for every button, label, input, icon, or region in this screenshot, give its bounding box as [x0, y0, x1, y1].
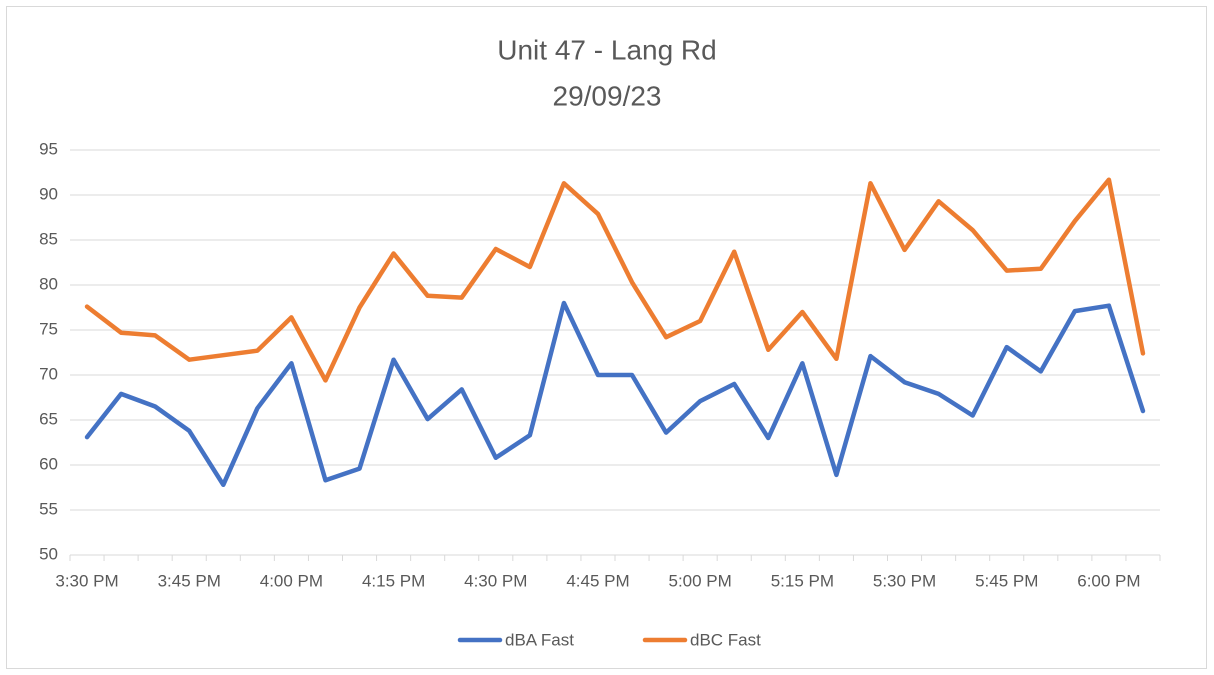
x-tick-label: 5:30 PM [873, 571, 936, 590]
y-tick-label: 75 [39, 319, 58, 338]
legend-label: dBC Fast [690, 630, 761, 649]
y-tick-label: 95 [39, 139, 58, 158]
x-tick-label: 3:30 PM [55, 571, 118, 590]
x-tick-label: 6:00 PM [1077, 571, 1140, 590]
y-tick-label: 70 [39, 364, 58, 383]
y-tick-label: 85 [39, 229, 58, 248]
x-tick-label: 4:30 PM [464, 571, 527, 590]
y-tick-label: 60 [39, 454, 58, 473]
chart-title: Unit 47 - Lang Rd [497, 34, 716, 65]
y-tick-label: 50 [39, 544, 58, 563]
line-series [84, 177, 1146, 383]
x-tick-label: 5:45 PM [975, 571, 1038, 590]
line-series [84, 300, 1146, 488]
y-tick-label: 55 [39, 499, 58, 518]
y-tick-label: 80 [39, 274, 58, 293]
y-tick-label: 90 [39, 184, 58, 203]
y-tick-label: 65 [39, 409, 58, 428]
x-tick-label: 5:15 PM [771, 571, 834, 590]
x-tick-label: 3:45 PM [158, 571, 221, 590]
x-tick-label: 4:15 PM [362, 571, 425, 590]
x-tick-label: 4:00 PM [260, 571, 323, 590]
legend-label: dBA Fast [505, 630, 574, 649]
x-tick-label: 4:45 PM [566, 571, 629, 590]
chart-subtitle: 29/09/23 [553, 80, 662, 111]
x-tick-label: 5:00 PM [669, 571, 732, 590]
